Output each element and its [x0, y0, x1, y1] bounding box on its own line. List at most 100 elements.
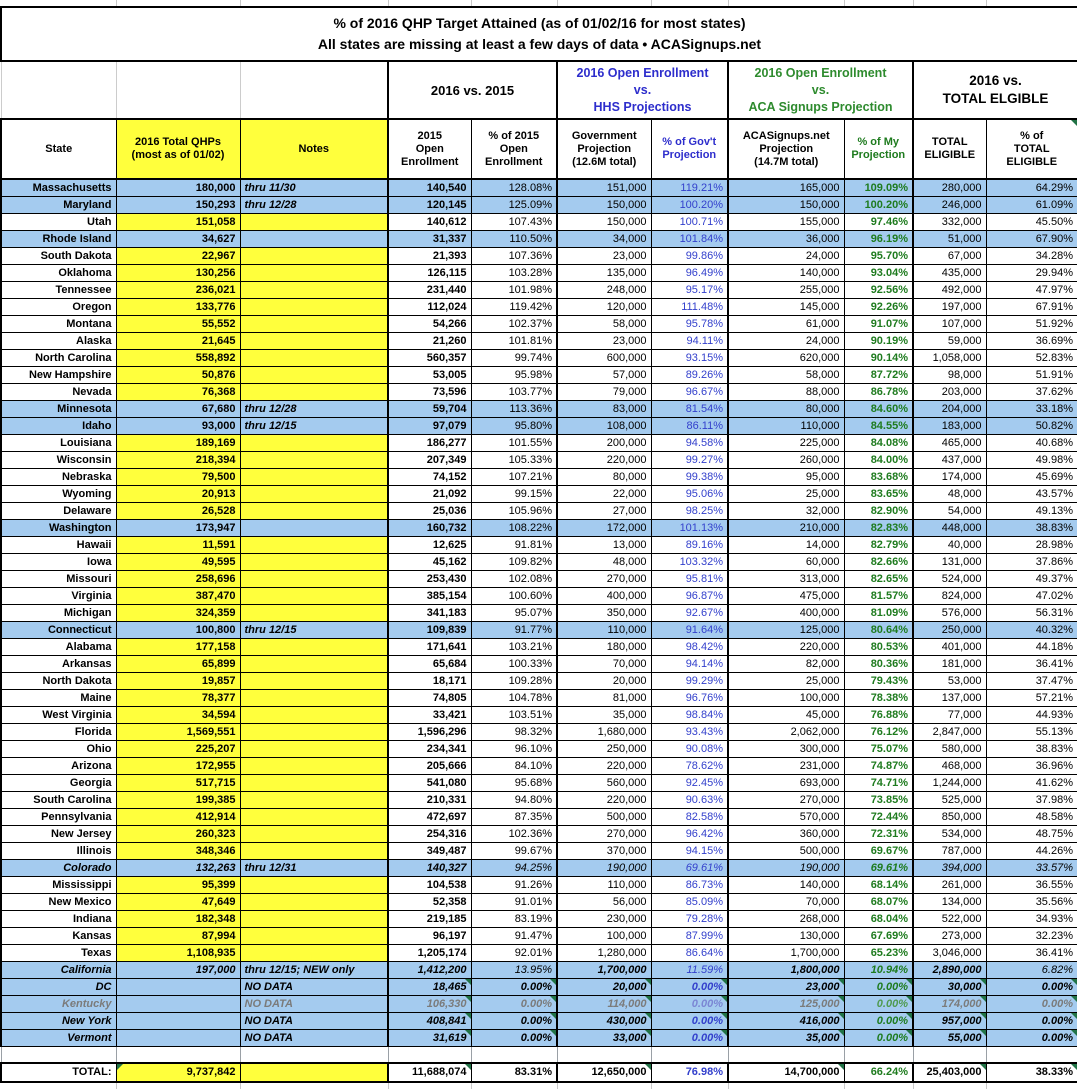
- cell-oe2015[interactable]: 1,205,174: [387, 944, 472, 962]
- cell-state[interactable]: Colorado: [0, 859, 117, 877]
- cell-notes[interactable]: [239, 774, 389, 792]
- cell-gov[interactable]: 23,000: [556, 332, 652, 350]
- cell-pcteligible[interactable]: 48.75%: [985, 825, 1077, 843]
- cell-aca[interactable]: 145,000: [727, 298, 845, 316]
- cell-aca[interactable]: 220,000: [727, 638, 845, 656]
- cell-qhp[interactable]: 517,715: [115, 774, 241, 792]
- col-header-pct-2015[interactable]: % of 2015 Open Enrollment: [470, 118, 558, 180]
- cell-notes[interactable]: [239, 825, 389, 843]
- cell-oe2015[interactable]: 1,596,296: [387, 723, 472, 741]
- cell-pcteligible[interactable]: 57.21%: [985, 689, 1077, 707]
- cell-eligible[interactable]: 53,000: [912, 672, 987, 690]
- cell-pctgov[interactable]: 92.45%: [650, 774, 729, 792]
- cell-gov[interactable]: 600,000: [556, 349, 652, 367]
- cell-eligible[interactable]: 492,000: [912, 281, 987, 299]
- cell-pct2015[interactable]: 102.37%: [470, 315, 558, 333]
- cell-pctgov[interactable]: 96.76%: [650, 689, 729, 707]
- cell-pctaca[interactable]: 10.94%: [843, 961, 914, 979]
- cell-pctaca[interactable]: 69.67%: [843, 842, 914, 860]
- cell-eligible[interactable]: 435,000: [912, 264, 987, 282]
- cell-notes[interactable]: [239, 383, 389, 401]
- cell-pcteligible[interactable]: 33.18%: [985, 400, 1077, 418]
- cell-aca[interactable]: 88,000: [727, 383, 845, 401]
- cell-pct2015[interactable]: 99.67%: [470, 842, 558, 860]
- cell-pctgov[interactable]: 0.00%: [650, 995, 729, 1013]
- cell-oe2015[interactable]: 18,171: [387, 672, 472, 690]
- cell-state[interactable]: Ohio: [0, 740, 117, 758]
- cell-pctgov[interactable]: 94.58%: [650, 434, 729, 452]
- cell-pctgov[interactable]: 98.84%: [650, 706, 729, 724]
- cell-pct2015[interactable]: 107.43%: [470, 213, 558, 231]
- cell-eligible[interactable]: 174,000: [912, 468, 987, 486]
- cell-aca[interactable]: 110,000: [727, 417, 845, 435]
- cell-oe2015[interactable]: 349,487: [387, 842, 472, 860]
- col-header-notes[interactable]: Notes: [239, 118, 389, 180]
- cell-qhp[interactable]: 49,595: [115, 553, 241, 571]
- cell-notes[interactable]: NO DATA: [239, 1012, 389, 1030]
- cell-qhp[interactable]: 558,892: [115, 349, 241, 367]
- cell-oe2015[interactable]: 31,619: [387, 1029, 472, 1047]
- cell-notes[interactable]: [239, 553, 389, 571]
- cell-pcteligible[interactable]: 43.57%: [985, 485, 1077, 503]
- cell-notes[interactable]: [239, 655, 389, 673]
- cell-oe2015[interactable]: 74,805: [387, 689, 472, 707]
- cell-qhp[interactable]: 218,394: [115, 451, 241, 469]
- cell-eligible[interactable]: 203,000: [912, 383, 987, 401]
- cell-eligible[interactable]: 48,000: [912, 485, 987, 503]
- cell-pctaca[interactable]: 84.55%: [843, 417, 914, 435]
- cell-notes[interactable]: [239, 536, 389, 554]
- cell-pctgov[interactable]: 90.63%: [650, 791, 729, 809]
- cell-gov[interactable]: 270,000: [556, 570, 652, 588]
- cell-qhp[interactable]: 100,800: [115, 621, 241, 639]
- cell-aca[interactable]: 14,000: [727, 536, 845, 554]
- cell-pctaca[interactable]: 90.19%: [843, 332, 914, 350]
- cell-notes[interactable]: [239, 740, 389, 758]
- cell-notes[interactable]: [239, 434, 389, 452]
- cell-pctgov[interactable]: 93.15%: [650, 349, 729, 367]
- cell-pctaca[interactable]: 90.14%: [843, 349, 914, 367]
- cell-pctaca[interactable]: 0.00%: [843, 995, 914, 1013]
- cell-oe2015[interactable]: 53,005: [387, 366, 472, 384]
- cell-eligible[interactable]: 261,000: [912, 876, 987, 894]
- cell-pctgov[interactable]: 94.15%: [650, 842, 729, 860]
- cell-qhp[interactable]: 387,470: [115, 587, 241, 605]
- cell-qhp[interactable]: 47,649: [115, 893, 241, 911]
- cell-pctaca[interactable]: 69.61%: [843, 859, 914, 877]
- cell-pctaca[interactable]: 84.60%: [843, 400, 914, 418]
- cell-gov[interactable]: 430,000: [556, 1012, 652, 1030]
- col-header-pct-my[interactable]: % of My Projection: [843, 118, 914, 180]
- cell-pcteligible[interactable]: 50.82%: [985, 417, 1077, 435]
- cell-eligible[interactable]: 824,000: [912, 587, 987, 605]
- cell-eligible[interactable]: 250,000: [912, 621, 987, 639]
- cell-state[interactable]: Iowa: [0, 553, 117, 571]
- cell-qhp[interactable]: 199,385: [115, 791, 241, 809]
- cell-state[interactable]: Oklahoma: [0, 264, 117, 282]
- cell-oe2015[interactable]: 1,412,200: [387, 961, 472, 979]
- cell-aca[interactable]: 36,000: [727, 230, 845, 248]
- cell-qhp[interactable]: [115, 1012, 241, 1030]
- cell-gov[interactable]: 80,000: [556, 468, 652, 486]
- cell-aca[interactable]: 475,000: [727, 587, 845, 605]
- cell-qhp[interactable]: 21,645: [115, 332, 241, 350]
- cell-qhp[interactable]: [115, 1029, 241, 1047]
- cell-pctaca[interactable]: 82.79%: [843, 536, 914, 554]
- cell-oe2015[interactable]: 126,115: [387, 264, 472, 282]
- cell-state[interactable]: Oregon: [0, 298, 117, 316]
- cell-gov[interactable]: 350,000: [556, 604, 652, 622]
- cell-state[interactable]: New Mexico: [0, 893, 117, 911]
- cell-aca[interactable]: 58,000: [727, 366, 845, 384]
- cell-pctaca[interactable]: 78.38%: [843, 689, 914, 707]
- cell-pctgov[interactable]: 95.17%: [650, 281, 729, 299]
- cell-qhp[interactable]: 1,569,551: [115, 723, 241, 741]
- cell-pcteligible[interactable]: 44.18%: [985, 638, 1077, 656]
- cell-state[interactable]: Arizona: [0, 757, 117, 775]
- cell-pcteligible[interactable]: 35.56%: [985, 893, 1077, 911]
- cell-eligible[interactable]: 2,847,000: [912, 723, 987, 741]
- cell-aca[interactable]: 150,000: [727, 196, 845, 214]
- cell-pctgov[interactable]: 0.00%: [650, 1012, 729, 1030]
- cell-notes[interactable]: thru 12/28: [239, 400, 389, 418]
- total-2015-enrollment[interactable]: 11,688,074: [387, 1061, 472, 1083]
- cell-oe2015[interactable]: 59,704: [387, 400, 472, 418]
- cell-pctgov[interactable]: 78.62%: [650, 757, 729, 775]
- cell-pct2015[interactable]: 95.80%: [470, 417, 558, 435]
